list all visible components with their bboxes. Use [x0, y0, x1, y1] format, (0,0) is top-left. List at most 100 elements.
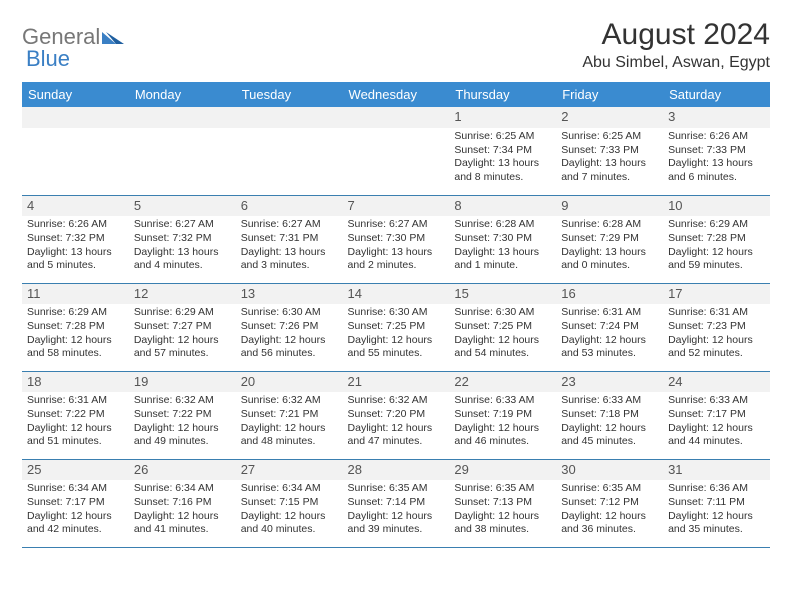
sunset-text: Sunset: 7:15 PM: [241, 496, 338, 510]
calendar-cell: 6Sunrise: 6:27 AMSunset: 7:31 PMDaylight…: [236, 195, 343, 283]
sunrise-text: Sunrise: 6:35 AM: [454, 482, 551, 496]
daylight-text: Daylight: 12 hours and 53 minutes.: [561, 334, 658, 361]
calendar-cell: 4Sunrise: 6:26 AMSunset: 7:32 PMDaylight…: [22, 195, 129, 283]
calendar-cell: 11Sunrise: 6:29 AMSunset: 7:28 PMDayligh…: [22, 283, 129, 371]
daylight-text: Daylight: 12 hours and 38 minutes.: [454, 510, 551, 537]
sunset-text: Sunset: 7:30 PM: [454, 232, 551, 246]
calendar-body: 1Sunrise: 6:25 AMSunset: 7:34 PMDaylight…: [22, 107, 770, 547]
sunrise-text: Sunrise: 6:25 AM: [561, 130, 658, 144]
dow-monday: Monday: [129, 82, 236, 107]
day-number: 17: [663, 284, 770, 305]
day-number: 7: [343, 196, 450, 217]
calendar-cell: 28Sunrise: 6:35 AMSunset: 7:14 PMDayligh…: [343, 459, 450, 547]
sunrise-text: Sunrise: 6:33 AM: [454, 394, 551, 408]
sunrise-text: Sunrise: 6:33 AM: [561, 394, 658, 408]
sunset-text: Sunset: 7:17 PM: [668, 408, 765, 422]
calendar-row: 1Sunrise: 6:25 AMSunset: 7:34 PMDaylight…: [22, 107, 770, 195]
calendar-cell: 27Sunrise: 6:34 AMSunset: 7:15 PMDayligh…: [236, 459, 343, 547]
daylight-text: Daylight: 12 hours and 41 minutes.: [134, 510, 231, 537]
sunrise-text: Sunrise: 6:34 AM: [134, 482, 231, 496]
day-number: 8: [449, 196, 556, 217]
calendar-cell: 5Sunrise: 6:27 AMSunset: 7:32 PMDaylight…: [129, 195, 236, 283]
sunset-text: Sunset: 7:32 PM: [27, 232, 124, 246]
daylight-text: Daylight: 13 hours and 7 minutes.: [561, 157, 658, 184]
calendar-cell: 29Sunrise: 6:35 AMSunset: 7:13 PMDayligh…: [449, 459, 556, 547]
sunset-text: Sunset: 7:13 PM: [454, 496, 551, 510]
sunset-text: Sunset: 7:28 PM: [668, 232, 765, 246]
location: Abu Simbel, Aswan, Egypt: [582, 54, 770, 72]
day-number: 30: [556, 460, 663, 481]
calendar-cell: 1Sunrise: 6:25 AMSunset: 7:34 PMDaylight…: [449, 107, 556, 195]
sunset-text: Sunset: 7:33 PM: [561, 144, 658, 158]
empty-day: [236, 107, 343, 128]
empty-day: [343, 107, 450, 128]
calendar-row: 25Sunrise: 6:34 AMSunset: 7:17 PMDayligh…: [22, 459, 770, 547]
day-number: 6: [236, 196, 343, 217]
dow-wednesday: Wednesday: [343, 82, 450, 107]
sunrise-text: Sunrise: 6:32 AM: [241, 394, 338, 408]
sunset-text: Sunset: 7:33 PM: [668, 144, 765, 158]
calendar-cell: 9Sunrise: 6:28 AMSunset: 7:29 PMDaylight…: [556, 195, 663, 283]
sunset-text: Sunset: 7:18 PM: [561, 408, 658, 422]
sunset-text: Sunset: 7:12 PM: [561, 496, 658, 510]
calendar-cell: 15Sunrise: 6:30 AMSunset: 7:25 PMDayligh…: [449, 283, 556, 371]
sunset-text: Sunset: 7:11 PM: [668, 496, 765, 510]
daylight-text: Daylight: 13 hours and 5 minutes.: [27, 246, 124, 273]
day-number: 12: [129, 284, 236, 305]
month-title: August 2024: [582, 18, 770, 52]
calendar-cell: 22Sunrise: 6:33 AMSunset: 7:19 PMDayligh…: [449, 371, 556, 459]
day-number: 24: [663, 372, 770, 393]
day-number: 26: [129, 460, 236, 481]
daylight-text: Daylight: 13 hours and 2 minutes.: [348, 246, 445, 273]
calendar-cell: 25Sunrise: 6:34 AMSunset: 7:17 PMDayligh…: [22, 459, 129, 547]
sunset-text: Sunset: 7:34 PM: [454, 144, 551, 158]
title-block: August 2024 Abu Simbel, Aswan, Egypt: [582, 18, 770, 72]
day-number: 31: [663, 460, 770, 481]
sunset-text: Sunset: 7:29 PM: [561, 232, 658, 246]
sunrise-text: Sunrise: 6:26 AM: [27, 218, 124, 232]
sunrise-text: Sunrise: 6:25 AM: [454, 130, 551, 144]
daylight-text: Daylight: 12 hours and 36 minutes.: [561, 510, 658, 537]
sunrise-text: Sunrise: 6:26 AM: [668, 130, 765, 144]
sunrise-text: Sunrise: 6:27 AM: [348, 218, 445, 232]
day-number: 18: [22, 372, 129, 393]
dow-sunday: Sunday: [22, 82, 129, 107]
calendar-table: Sunday Monday Tuesday Wednesday Thursday…: [22, 82, 770, 548]
dow-saturday: Saturday: [663, 82, 770, 107]
day-number: 4: [22, 196, 129, 217]
daylight-text: Daylight: 12 hours and 39 minutes.: [348, 510, 445, 537]
day-number: 5: [129, 196, 236, 217]
daylight-text: Daylight: 12 hours and 55 minutes.: [348, 334, 445, 361]
calendar-cell: 21Sunrise: 6:32 AMSunset: 7:20 PMDayligh…: [343, 371, 450, 459]
day-number: 1: [449, 107, 556, 128]
day-number: 2: [556, 107, 663, 128]
sunrise-text: Sunrise: 6:35 AM: [561, 482, 658, 496]
calendar-cell: 31Sunrise: 6:36 AMSunset: 7:11 PMDayligh…: [663, 459, 770, 547]
sunrise-text: Sunrise: 6:32 AM: [348, 394, 445, 408]
sunrise-text: Sunrise: 6:32 AM: [134, 394, 231, 408]
sunrise-text: Sunrise: 6:30 AM: [454, 306, 551, 320]
daylight-text: Daylight: 12 hours and 49 minutes.: [134, 422, 231, 449]
calendar-page: General August 2024 Abu Simbel, Aswan, E…: [0, 0, 792, 558]
calendar-cell: [22, 107, 129, 195]
calendar-cell: 26Sunrise: 6:34 AMSunset: 7:16 PMDayligh…: [129, 459, 236, 547]
sunset-text: Sunset: 7:20 PM: [348, 408, 445, 422]
calendar-cell: 7Sunrise: 6:27 AMSunset: 7:30 PMDaylight…: [343, 195, 450, 283]
sunrise-text: Sunrise: 6:35 AM: [348, 482, 445, 496]
dow-friday: Friday: [556, 82, 663, 107]
sunrise-text: Sunrise: 6:29 AM: [134, 306, 231, 320]
calendar-cell: 8Sunrise: 6:28 AMSunset: 7:30 PMDaylight…: [449, 195, 556, 283]
calendar-cell: [236, 107, 343, 195]
calendar-cell: 17Sunrise: 6:31 AMSunset: 7:23 PMDayligh…: [663, 283, 770, 371]
empty-day: [22, 107, 129, 128]
calendar-cell: 18Sunrise: 6:31 AMSunset: 7:22 PMDayligh…: [22, 371, 129, 459]
calendar-cell: 16Sunrise: 6:31 AMSunset: 7:24 PMDayligh…: [556, 283, 663, 371]
calendar-cell: 14Sunrise: 6:30 AMSunset: 7:25 PMDayligh…: [343, 283, 450, 371]
daylight-text: Daylight: 13 hours and 1 minute.: [454, 246, 551, 273]
sunset-text: Sunset: 7:19 PM: [454, 408, 551, 422]
calendar-cell: 20Sunrise: 6:32 AMSunset: 7:21 PMDayligh…: [236, 371, 343, 459]
day-number: 13: [236, 284, 343, 305]
day-number: 28: [343, 460, 450, 481]
calendar-cell: 24Sunrise: 6:33 AMSunset: 7:17 PMDayligh…: [663, 371, 770, 459]
day-number: 19: [129, 372, 236, 393]
